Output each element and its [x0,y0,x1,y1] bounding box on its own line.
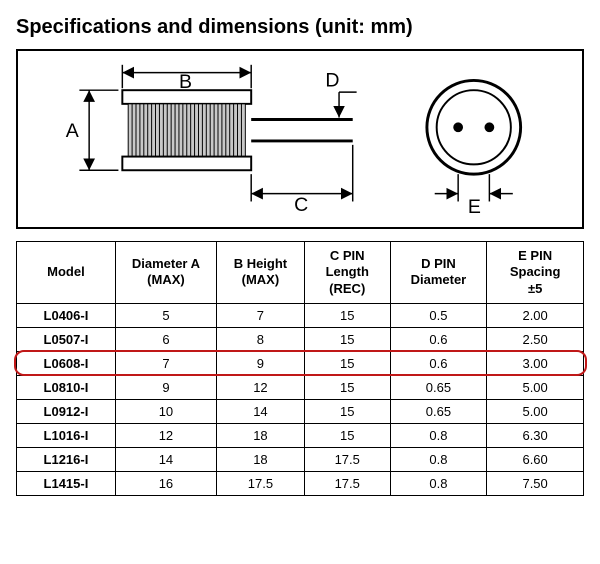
cell-c: 15 [304,375,390,399]
dimension-diagram: A B C D [16,49,584,229]
cell-c: 15 [304,423,390,447]
label-e: E [468,196,481,218]
label-a: A [66,120,79,142]
cell-d: 0.8 [390,447,487,471]
cell-c: 17.5 [304,447,390,471]
cell-b: 8 [216,327,304,351]
diagram-svg: A B C D [28,57,572,221]
cell-a: 12 [115,423,216,447]
cell-model: L1016-I [17,423,116,447]
side-view: A B C D [66,65,357,216]
col-header-e: E PINSpacing±5 [487,242,584,304]
cell-model: L0507-I [17,327,116,351]
table-row: L0406-I57150.52.00 [17,303,584,327]
table-header-row: Model Diameter A(MAX) B Height(MAX) C PI… [17,242,584,304]
cell-a: 16 [115,471,216,495]
cell-d: 0.8 [390,423,487,447]
cell-d: 0.65 [390,375,487,399]
cell-model: L1415-I [17,471,116,495]
cell-model: L0912-I [17,399,116,423]
cell-b: 14 [216,399,304,423]
table-row: L0608-I79150.63.00 [17,351,584,375]
cell-model: L1216-I [17,447,116,471]
cell-d: 0.8 [390,471,487,495]
cell-a: 9 [115,375,216,399]
cell-b: 7 [216,303,304,327]
cell-a: 14 [115,447,216,471]
table-row: L1415-I1617.517.50.87.50 [17,471,584,495]
cell-c: 17.5 [304,471,390,495]
cell-d: 0.6 [390,351,487,375]
label-b: B [179,71,192,93]
cell-model: L0406-I [17,303,116,327]
label-d: D [325,69,339,91]
col-header-c: C PINLength(REC) [304,242,390,304]
table-row: L0810-I912150.655.00 [17,375,584,399]
cell-b: 18 [216,423,304,447]
cell-e: 6.60 [487,447,584,471]
cell-a: 10 [115,399,216,423]
cell-e: 5.00 [487,399,584,423]
table-row: L1016-I1218150.86.30 [17,423,584,447]
cell-b: 17.5 [216,471,304,495]
label-c: C [294,194,308,216]
cell-d: 0.5 [390,303,487,327]
table-row: L0912-I1014150.655.00 [17,399,584,423]
cell-e: 2.50 [487,327,584,351]
cell-c: 15 [304,351,390,375]
cell-model: L0810-I [17,375,116,399]
cell-d: 0.6 [390,327,487,351]
cell-c: 15 [304,327,390,351]
table-row: L1216-I141817.50.86.60 [17,447,584,471]
cell-c: 15 [304,399,390,423]
spec-table-wrap: Model Diameter A(MAX) B Height(MAX) C PI… [16,241,584,496]
cell-e: 3.00 [487,351,584,375]
col-header-d: D PINDiameter [390,242,487,304]
bottom-view: E [427,80,521,218]
col-header-model: Model [17,242,116,304]
cell-b: 12 [216,375,304,399]
spec-table: Model Diameter A(MAX) B Height(MAX) C PI… [16,241,584,496]
cell-b: 18 [216,447,304,471]
cell-e: 6.30 [487,423,584,447]
cell-model: L0608-I [17,351,116,375]
cell-b: 9 [216,351,304,375]
cell-e: 2.00 [487,303,584,327]
cell-e: 5.00 [487,375,584,399]
page-heading: Specifications and dimensions (unit: mm) [16,16,584,39]
cell-a: 7 [115,351,216,375]
col-header-a: Diameter A(MAX) [115,242,216,304]
col-header-b: B Height(MAX) [216,242,304,304]
cell-d: 0.65 [390,399,487,423]
cell-a: 6 [115,327,216,351]
cell-a: 5 [115,303,216,327]
table-row: L0507-I68150.62.50 [17,327,584,351]
table-body: L0406-I57150.52.00L0507-I68150.62.50L060… [17,303,584,495]
cell-e: 7.50 [487,471,584,495]
cell-c: 15 [304,303,390,327]
